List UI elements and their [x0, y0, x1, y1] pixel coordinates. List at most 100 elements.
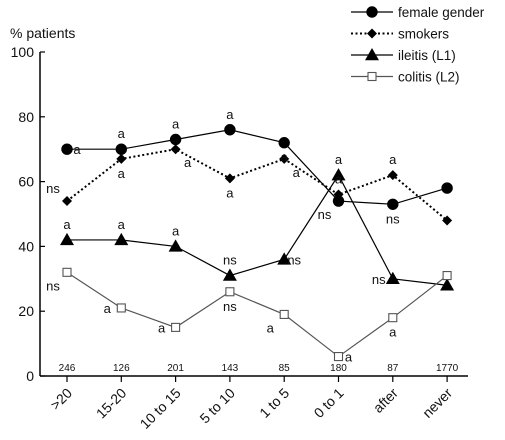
data-point-triangle-filled — [168, 239, 183, 252]
data-point-circle-filled — [115, 143, 128, 155]
significance-label: a — [226, 107, 234, 122]
legend: female gender smokers ileitis (L1) colitis … — [351, 5, 485, 85]
legend-marker — [367, 71, 377, 82]
data-point-square-open — [388, 313, 398, 323]
significance-label: a — [345, 350, 353, 365]
significance-label: a — [335, 152, 343, 167]
significance-label: a — [281, 150, 289, 165]
significance-label: ns — [223, 253, 237, 268]
series-ileitis-l1 — [60, 168, 455, 291]
significance-label: ns — [223, 299, 237, 314]
significance-label: a — [389, 152, 397, 167]
data-point-triangle-filled — [222, 268, 237, 281]
legend-label: colitis (L2) — [398, 70, 460, 85]
sample-size-label: 85 — [279, 363, 291, 374]
sample-size-label: 87 — [387, 363, 399, 374]
significance-label: a — [293, 165, 301, 180]
legend-marker — [367, 28, 377, 39]
significance-label: a — [335, 172, 343, 187]
data-point-diamond-filled — [224, 173, 235, 184]
legend-label: female gender — [398, 5, 485, 20]
data-point-triangle-filled — [277, 252, 292, 265]
series-line — [66, 148, 448, 222]
legend-item: smokers — [351, 27, 449, 42]
x-tick-label: 15-20 — [93, 385, 130, 422]
significance-label: ns — [287, 252, 301, 267]
legend-item: colitis (L2) — [351, 70, 460, 85]
significance-label: a — [172, 116, 180, 131]
legend-label: ileitis (L1) — [398, 48, 456, 63]
sample-size-labels: 246 126 201 143 85 180 87 1770 — [59, 363, 459, 374]
data-point-diamond-filled — [279, 153, 290, 164]
series-layer — [60, 124, 455, 362]
data-point-square-open — [116, 303, 126, 313]
x-tick-label: never — [419, 385, 455, 421]
data-point-diamond-filled — [442, 215, 453, 226]
x-tick-label: after — [370, 385, 401, 416]
data-point-triangle-filled — [60, 232, 74, 246]
chart-axes — [39, 51, 468, 382]
significance-label: a — [63, 217, 71, 232]
y-tick-label: 60 — [18, 174, 34, 190]
significance-label: a — [184, 155, 192, 170]
sample-size-label: 246 — [59, 363, 76, 374]
significance-label: a — [172, 223, 180, 238]
significance-label: a — [158, 320, 166, 335]
y-tick-label: 40 — [18, 238, 34, 254]
x-tick-label: 0 to 1 — [311, 385, 347, 421]
y-axis-label: % patients — [10, 25, 75, 41]
significance-label: ns — [372, 272, 386, 287]
data-point-square-open — [442, 271, 452, 281]
x-tick-labels: >20 15-20 10 to 15 5 to 10 1 to 5 0 to 1 after… — [47, 385, 455, 432]
data-point-triangle-filled — [114, 232, 129, 246]
significance-label: ns — [46, 181, 60, 196]
significance-label: a — [73, 142, 81, 157]
y-tick-label: 0 — [26, 368, 34, 384]
y-tick-label: 80 — [18, 109, 34, 125]
data-point-diamond-filled — [333, 189, 344, 200]
data-point-square-open — [62, 267, 72, 277]
y-tick-label: 100 — [11, 44, 35, 60]
data-point-circle-filled — [224, 124, 236, 136]
x-tick-label: >20 — [47, 385, 75, 413]
series-line — [67, 173, 448, 286]
significance-label: ns — [46, 278, 60, 293]
data-point-square-open — [333, 352, 344, 362]
y-tick-label: 20 — [18, 303, 34, 319]
data-point-triangle-filled — [440, 278, 455, 291]
x-tick-label: 1 to 5 — [256, 385, 292, 421]
x-tick-label: 10 to 15 — [137, 385, 184, 432]
sample-size-label: 201 — [167, 363, 184, 374]
significance-label: a — [104, 301, 112, 316]
data-point-diamond-filled — [116, 153, 127, 164]
series-line — [67, 129, 448, 205]
series-smokers — [62, 144, 453, 226]
sample-size-label: 1770 — [436, 363, 459, 374]
sample-size-label: 143 — [222, 363, 239, 374]
legend-item: ileitis (L1) — [351, 48, 456, 63]
legend-marker — [365, 48, 379, 61]
sample-size-label: 126 — [113, 363, 130, 374]
data-point-circle-filled — [278, 137, 290, 149]
data-point-circle-filled — [169, 133, 182, 146]
y-tick-labels: 0 20 40 60 80 100 — [11, 44, 35, 384]
data-point-triangle-filled — [385, 271, 400, 285]
sample-size-label: 180 — [330, 363, 347, 374]
data-point-circle-filled — [441, 182, 453, 194]
data-point-diamond-filled — [387, 170, 398, 181]
legend-label: smokers — [398, 27, 449, 42]
significance-label: a — [118, 126, 126, 141]
significance-label: a — [389, 325, 397, 340]
data-point-diamond-filled — [62, 196, 72, 207]
legend-item: female gender — [351, 5, 485, 20]
data-point-diamond-filled — [170, 144, 181, 155]
data-point-square-open — [279, 309, 289, 319]
significance-label: a — [118, 166, 126, 181]
significance-label: a — [226, 185, 234, 200]
series-line — [66, 271, 448, 358]
data-point-circle-filled — [387, 198, 399, 210]
significance-label: a — [267, 320, 275, 335]
data-point-triangle-filled — [331, 168, 346, 181]
